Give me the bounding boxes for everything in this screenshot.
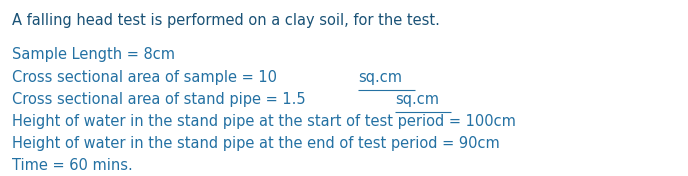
Text: Height of water in the stand pipe at the start of test period = 100cm: Height of water in the stand pipe at the… (12, 114, 515, 129)
Text: Time = 60 mins.: Time = 60 mins. (12, 158, 132, 173)
Text: sq.cm: sq.cm (358, 70, 402, 85)
Text: A falling head test is performed on a clay soil, for the test.: A falling head test is performed on a cl… (12, 13, 440, 28)
Text: Cross sectional area of sample = 10: Cross sectional area of sample = 10 (12, 70, 281, 85)
Text: Height of water in the stand pipe at the end of test period = 90cm: Height of water in the stand pipe at the… (12, 136, 499, 151)
Text: Cross sectional area of stand pipe = 1.5: Cross sectional area of stand pipe = 1.5 (12, 92, 310, 107)
Text: Sample Length = 8cm: Sample Length = 8cm (12, 47, 175, 62)
Text: sq.cm: sq.cm (395, 92, 439, 107)
